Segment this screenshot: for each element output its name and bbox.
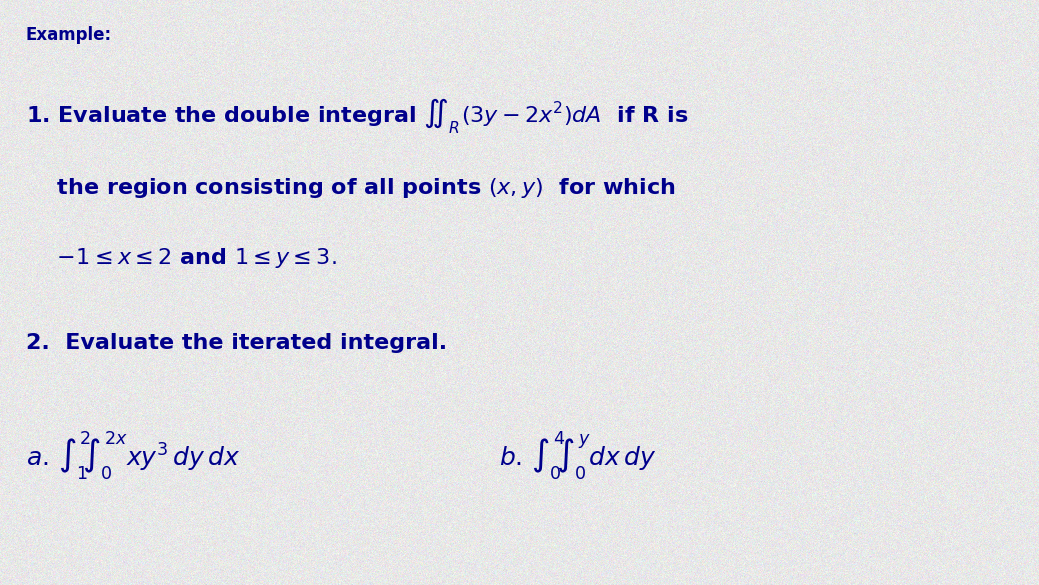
Text: the region consisting of all points $(x, y)$  for which: the region consisting of all points $(x,… xyxy=(26,176,675,199)
Text: 1. Evaluate the double integral $\iint_{R\!}\!$ $(3y - 2x^2)dA$  if R is: 1. Evaluate the double integral $\iint_{… xyxy=(26,97,689,136)
Text: $b.\,\int_0^{4}\!\!\int_0^{y} dx\, dy$: $b.\,\int_0^{4}\!\!\int_0^{y} dx\, dy$ xyxy=(499,430,656,483)
Text: Example:: Example: xyxy=(26,26,112,44)
Text: $a.\,\int_1^{2}\!\!\int_0^{2x} xy^3\, dy\, dx$: $a.\,\int_1^{2}\!\!\int_0^{2x} xy^3\, dy… xyxy=(26,430,240,483)
Text: $-1 \leq x \leq 2$ and $1 \leq y \leq 3.$: $-1 \leq x \leq 2$ and $1 \leq y \leq 3.… xyxy=(26,246,337,270)
Text: 2.  Evaluate the iterated integral.: 2. Evaluate the iterated integral. xyxy=(26,333,447,353)
